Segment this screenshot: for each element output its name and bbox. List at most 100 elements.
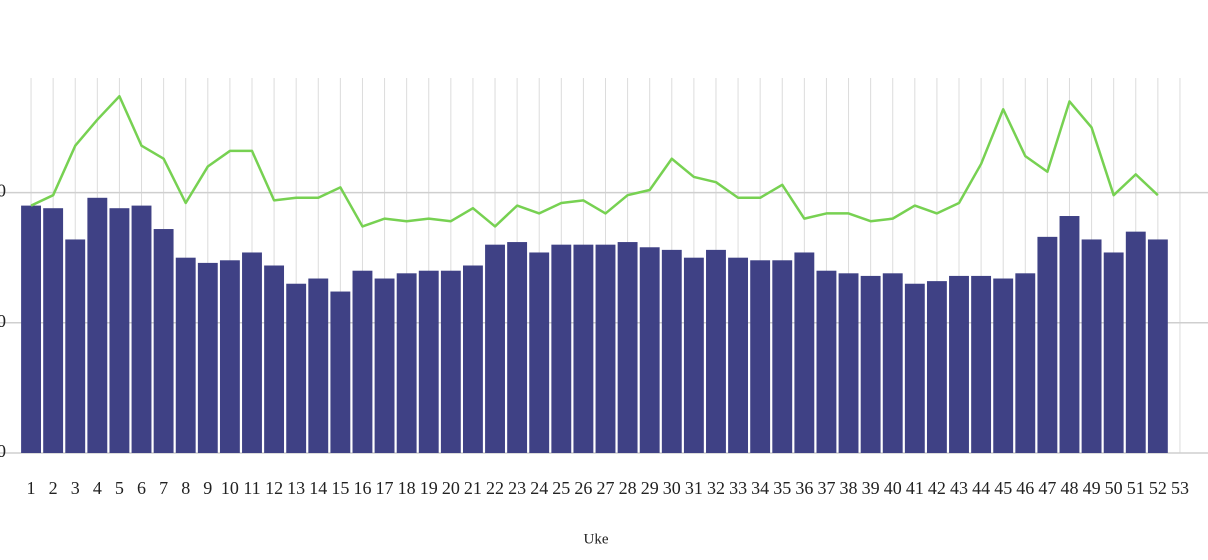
- x-tick-label: 28: [619, 478, 637, 498]
- bar: [507, 242, 528, 453]
- x-tick-label: 11: [243, 478, 260, 498]
- bar: [485, 244, 505, 453]
- x-tick-label: 23: [508, 478, 526, 498]
- bar: [286, 283, 307, 453]
- x-axis-title: Uke: [584, 531, 609, 547]
- x-tick-label: 46: [1016, 478, 1034, 498]
- bar: [219, 260, 240, 453]
- y-tick-label: 100: [0, 181, 6, 201]
- bar: [1103, 252, 1124, 453]
- x-tick-label: 3: [71, 478, 80, 498]
- bar: [639, 247, 660, 453]
- x-tick-label: 34: [751, 478, 769, 498]
- bar: [904, 283, 925, 453]
- x-tick-label: 26: [574, 478, 592, 498]
- x-tick-label: 45: [994, 478, 1012, 498]
- x-tick-label: 36: [795, 478, 813, 498]
- bar: [264, 265, 285, 453]
- x-tick-label: 22: [486, 478, 504, 498]
- bar: [728, 257, 749, 453]
- bar: [1059, 216, 1080, 453]
- bar: [396, 273, 417, 453]
- bar: [374, 278, 395, 453]
- x-tick-label: 10: [221, 478, 239, 498]
- x-tick-label: 17: [376, 478, 394, 498]
- x-tick-label: 49: [1083, 478, 1101, 498]
- x-tick-label: 42: [928, 478, 946, 498]
- bar: [882, 273, 903, 453]
- bar: [153, 229, 174, 453]
- x-tick-label: 20: [442, 478, 460, 498]
- bar: [440, 270, 461, 453]
- x-tick-label: 50: [1105, 478, 1123, 498]
- bar: [1081, 239, 1102, 453]
- x-tick-label: 37: [817, 478, 835, 498]
- bar: [197, 262, 218, 453]
- x-tick-label: 29: [641, 478, 659, 498]
- bar: [418, 270, 439, 453]
- bar: [971, 275, 992, 453]
- x-tick-label: 5: [115, 478, 124, 498]
- x-tick-label: 31: [685, 478, 703, 498]
- x-tick-label: 2: [49, 478, 58, 498]
- x-tick-label: 38: [840, 478, 858, 498]
- bar: [352, 270, 373, 453]
- bar: [683, 257, 704, 453]
- x-tick-label: 53: [1171, 478, 1189, 498]
- bar: [772, 260, 793, 453]
- x-tick-label: 1: [27, 478, 36, 498]
- x-tick-label: 16: [353, 478, 371, 498]
- bar: [65, 239, 86, 453]
- bar: [1015, 273, 1036, 453]
- bar: [529, 252, 550, 453]
- bar: [21, 205, 41, 453]
- bar: [816, 270, 837, 453]
- bar: [573, 244, 594, 453]
- bar: [175, 257, 196, 453]
- bar: [661, 249, 682, 453]
- bar: [109, 208, 130, 453]
- bar: [926, 281, 947, 453]
- y-tick-label: 50: [0, 311, 6, 331]
- bar: [1125, 231, 1146, 453]
- bar: [551, 244, 572, 453]
- bar: [595, 244, 616, 453]
- bar: [617, 242, 638, 453]
- bar: [1147, 239, 1168, 453]
- bar: [308, 278, 329, 453]
- bar: [838, 273, 859, 453]
- bar: [462, 265, 483, 453]
- x-tick-label: 9: [203, 478, 212, 498]
- bar: [330, 291, 351, 453]
- bar: [1037, 236, 1058, 453]
- x-tick-label: 24: [530, 478, 548, 498]
- x-tick-label: 12: [265, 478, 283, 498]
- x-tick-label: 8: [181, 478, 190, 498]
- x-tick-label: 43: [950, 478, 968, 498]
- x-tick-label: 39: [862, 478, 880, 498]
- x-tick-label: 6: [137, 478, 146, 498]
- x-tick-label: 25: [552, 478, 570, 498]
- bar: [993, 278, 1014, 453]
- bar: [794, 252, 815, 453]
- x-tick-label: 19: [420, 478, 438, 498]
- x-tick-label: 40: [884, 478, 902, 498]
- x-tick-label: 18: [398, 478, 416, 498]
- bar: [860, 275, 881, 453]
- x-tick-label: 51: [1127, 478, 1145, 498]
- x-tick-label: 4: [93, 478, 102, 498]
- x-tick-label: 13: [287, 478, 305, 498]
- x-tick-label: 52: [1149, 478, 1167, 498]
- x-tick-label: 30: [663, 478, 681, 498]
- x-tick-label: 15: [331, 478, 349, 498]
- bar: [750, 260, 771, 453]
- x-tick-label: 27: [597, 478, 615, 498]
- line: [30, 94, 1159, 228]
- bar: [43, 208, 64, 453]
- bar: [87, 197, 108, 453]
- bar: [949, 275, 969, 453]
- x-tick-label: 44: [972, 478, 990, 498]
- x-tick-label: 47: [1038, 478, 1056, 498]
- x-tick-label: 7: [159, 478, 168, 498]
